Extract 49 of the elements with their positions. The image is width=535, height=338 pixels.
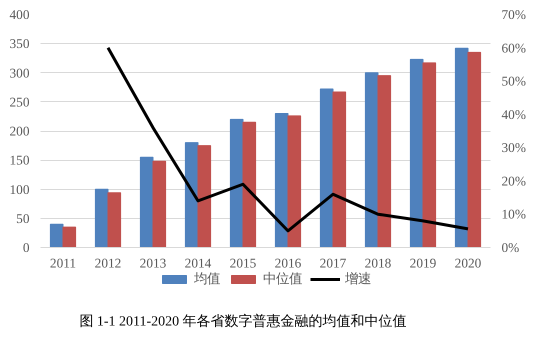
bar xyxy=(62,226,76,248)
y-tick-label: 0 xyxy=(22,240,30,255)
x-tick-label: 2016 xyxy=(274,256,302,270)
y-tick-label: 250 xyxy=(10,94,30,110)
y2-tick-label: 70% xyxy=(502,7,526,22)
bar xyxy=(288,115,302,248)
x-tick-label: 2015 xyxy=(230,256,257,270)
line-series xyxy=(106,46,470,232)
y-tick-label: 200 xyxy=(10,124,30,138)
bar xyxy=(422,62,436,248)
x-tick-label: 2011 xyxy=(50,256,76,270)
bar xyxy=(140,156,154,248)
x-tick-label: 2019 xyxy=(410,256,437,270)
y-tick-label: 350 xyxy=(10,36,30,52)
y2-tick-label: 0% xyxy=(502,240,520,255)
bar xyxy=(94,188,108,248)
bar xyxy=(454,48,468,248)
bar xyxy=(198,145,212,248)
bar xyxy=(152,160,166,248)
bar xyxy=(378,75,392,248)
y2-tick-label: 20% xyxy=(502,173,526,188)
y2-tick-label: 40% xyxy=(502,106,526,122)
y2-tick-label: 30% xyxy=(502,140,526,156)
caption: 图 1-1 2011-2020 年各省数字普惠金融的均值和中位值 xyxy=(79,312,407,330)
legend-label: 增速 xyxy=(345,270,371,288)
legend-label: 均值 xyxy=(194,270,220,288)
bar xyxy=(364,72,378,248)
y2-tick-label: 60% xyxy=(502,40,526,56)
bar xyxy=(410,58,424,248)
y-tick-label: 100 xyxy=(10,182,30,197)
y2-tick-label: 50% xyxy=(502,74,526,89)
bar xyxy=(50,224,64,248)
bar xyxy=(468,52,482,248)
y2-tick-label: 10% xyxy=(502,206,526,222)
y-tick-label: 400 xyxy=(10,7,30,22)
x-tick-label: 2013 xyxy=(140,256,167,270)
bar xyxy=(108,192,122,248)
x-tick-label: 2017 xyxy=(320,256,347,270)
y-tick-label: 300 xyxy=(10,65,30,80)
y-tick-label: 150 xyxy=(10,152,30,168)
bar xyxy=(320,88,334,248)
x-tick-label: 2020 xyxy=(454,256,482,270)
bar xyxy=(242,122,256,248)
x-tick-label: 2014 xyxy=(184,256,212,270)
x-tick-label: 2012 xyxy=(94,256,122,270)
bar xyxy=(332,91,346,248)
x-tick-label: 2018 xyxy=(364,256,392,270)
y-tick-label: 50 xyxy=(16,210,30,226)
legend-label: 中位值 xyxy=(263,270,302,288)
